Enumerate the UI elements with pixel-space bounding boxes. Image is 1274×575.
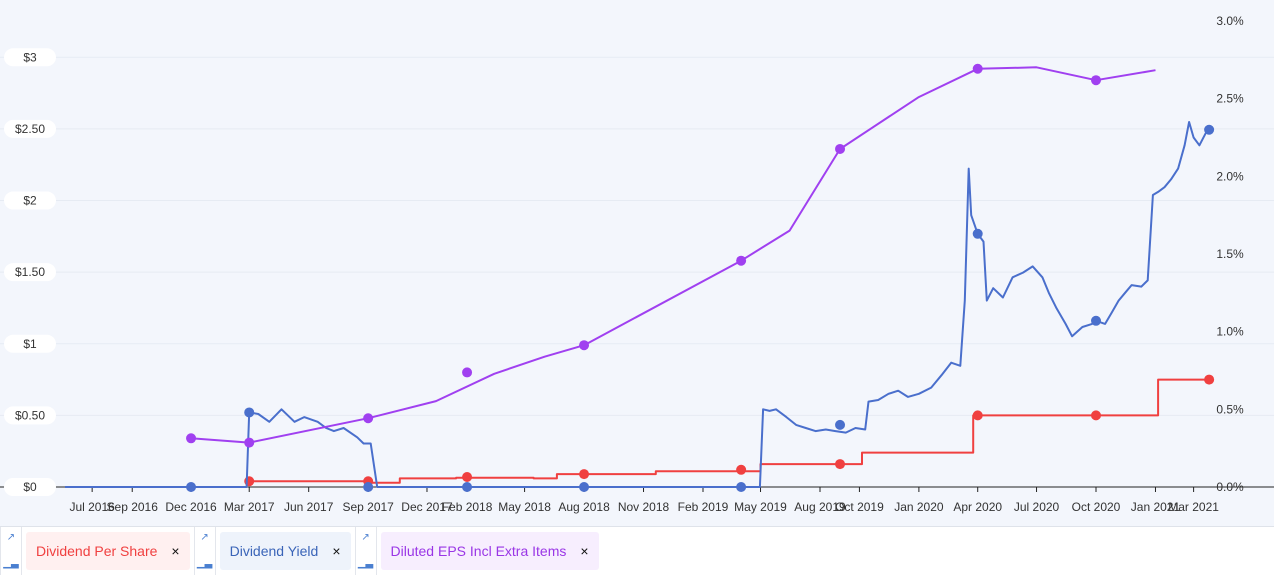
close-icon[interactable]: × [580, 543, 589, 559]
y-tick-pill [4, 263, 56, 282]
bar-chart-icon[interactable]: ▁▃ [357, 558, 374, 569]
chart-type-switcher[interactable]: ↗ ▁▃ [0, 527, 22, 575]
chart-type-switcher[interactable]: ↗ ▁▃ [193, 527, 216, 575]
legend-label: Diluted EPS Incl Extra Items [390, 543, 567, 559]
series-point-2 [736, 255, 747, 266]
y-tick-pill [4, 478, 56, 496]
close-icon[interactable]: × [171, 543, 180, 559]
series-point-2 [579, 340, 590, 351]
series-point-2 [186, 433, 197, 444]
series-point-0 [462, 471, 473, 482]
close-icon[interactable]: × [332, 543, 341, 559]
series-point-0 [972, 410, 983, 421]
line-chart-icon[interactable]: ↗ [200, 532, 209, 543]
legend-group-dividend-yield: ↗ ▁▃ Dividend Yield × [193, 527, 355, 575]
series-point-0 [835, 459, 846, 470]
x-tick-label: Jan 2021 [1131, 500, 1181, 514]
x-tick-label: Apr 2020 [953, 500, 1002, 514]
series-point-1 [835, 419, 846, 430]
series-point-1 [244, 407, 255, 418]
y-tick-label: $0.50 [15, 408, 45, 422]
bar-chart-icon[interactable]: ▁▃ [196, 558, 213, 569]
y2-tick-label: 2.0% [1216, 169, 1244, 183]
series-point-0 [1204, 374, 1215, 385]
bar-chart-icon[interactable]: ▁▃ [3, 558, 19, 569]
legend-label: Dividend Yield [229, 543, 319, 559]
chart-type-switcher[interactable]: ↗ ▁▃ [354, 527, 377, 575]
x-tick-label: Jul 2020 [1014, 500, 1060, 514]
legend-chip-dividend-per-share[interactable]: Dividend Per Share × [26, 532, 190, 570]
series-point-1 [462, 482, 473, 492]
series-point-0 [736, 464, 747, 475]
series-point-1 [1204, 124, 1215, 135]
y-tick-pill [4, 191, 56, 210]
y-tick-label: $0 [23, 480, 37, 494]
x-tick-label: Dec 2016 [165, 500, 217, 514]
y-tick-pill [4, 334, 56, 353]
y-tick-label: $3 [23, 50, 37, 64]
legend-bar: ↗ ▁▃ Dividend Per Share × ↗ ▁▃ Dividend … [0, 526, 1274, 575]
x-tick-label: Oct 2019 [835, 500, 884, 514]
series-point-1 [363, 482, 374, 492]
series-point-2 [835, 143, 846, 154]
x-tick-label: Jul 2016 [69, 500, 115, 514]
series-point-2 [1091, 75, 1102, 86]
series-line-2 [190, 66, 1156, 444]
legend-chip-diluted-eps[interactable]: Diluted EPS Incl Extra Items × [380, 532, 599, 570]
x-tick-label: Mar 2021 [1168, 500, 1219, 514]
y2-tick-label: 1.0% [1216, 325, 1244, 339]
y-tick-label: $2.50 [15, 122, 45, 136]
series-point-2 [462, 367, 473, 378]
y2-tick-label: 0.0% [1216, 480, 1244, 494]
series-point-1 [579, 482, 590, 492]
y-tick-label: $2 [23, 194, 37, 208]
x-tick-label: Aug 2019 [794, 500, 846, 514]
series-point-2 [244, 437, 255, 448]
series-point-1 [1091, 315, 1102, 326]
y2-tick-label: 2.5% [1216, 92, 1244, 106]
chart-area: $0 $0.50 $1 $1.50 $2 $2.50 $3 0.0% 0.5% 1.0% 1.5% 2… [0, 14, 1274, 514]
legend-label: Dividend Per Share [36, 543, 158, 559]
series-point-1 [972, 228, 983, 239]
x-tick-label: Nov 2018 [618, 500, 670, 514]
legend-group-dividend-per-share: ↗ ▁▃ Dividend Per Share × [0, 527, 194, 575]
x-tick-label: May 2018 [498, 500, 551, 514]
legend-group-diluted-eps: ↗ ▁▃ Diluted EPS Incl Extra Items × [354, 527, 603, 575]
x-tick-label: Feb 2019 [678, 500, 729, 514]
y2-tick-label: 3.0% [1216, 14, 1244, 28]
series-point-1 [736, 482, 747, 492]
series-point-2 [972, 63, 983, 74]
x-tick-label: Sep 2016 [107, 500, 159, 514]
y2-tick-label: 0.5% [1216, 402, 1244, 416]
x-tick-label: May 2019 [734, 500, 787, 514]
line-chart-icon[interactable]: ↗ [6, 532, 16, 543]
series-point-1 [186, 482, 197, 492]
y-tick-pill [4, 119, 56, 138]
x-tick-label: Oct 2020 [1072, 500, 1121, 514]
x-tick-label: Mar 2017 [224, 500, 275, 514]
legend-chip-dividend-yield[interactable]: Dividend Yield × [219, 532, 351, 570]
series-point-0 [1091, 410, 1102, 421]
y-tick-label: $1 [23, 337, 37, 351]
y-tick-label: $1.50 [15, 265, 45, 279]
x-tick-label: Jan 2020 [894, 500, 944, 514]
x-tick-label: Jun 2017 [284, 500, 334, 514]
line-chart: $0 $0.50 $1 $1.50 $2 $2.50 $3 0.0% 0.5% 1.0% 1.5% 2… [0, 14, 1274, 514]
series-line-1 [65, 121, 1210, 488]
y-tick-pill [4, 48, 56, 67]
x-tick-label: Dec 2017 [401, 500, 453, 514]
line-chart-icon[interactable]: ↗ [361, 532, 370, 543]
x-tick-label: Feb 2018 [442, 500, 493, 514]
series-point-2 [363, 413, 374, 424]
x-tick-label: Aug 2018 [558, 500, 610, 514]
x-tick-label: Sep 2017 [342, 500, 394, 514]
series-point-0 [579, 469, 590, 480]
y2-tick-label: 1.5% [1216, 247, 1244, 261]
y-tick-pill [4, 406, 56, 425]
series-line-0 [249, 378, 1210, 484]
